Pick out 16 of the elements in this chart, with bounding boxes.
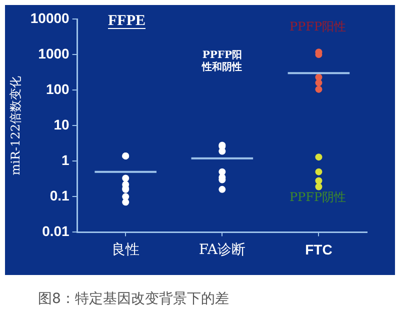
y-axis-title: miR-122倍数变化	[8, 76, 22, 176]
chart-title: FFPE	[108, 13, 146, 30]
x-tick-label: FA诊断	[198, 242, 246, 258]
annotation: PPFP阳性和阴性	[201, 50, 242, 74]
y-tick-label: 10000	[30, 10, 70, 26]
x-tick-label: 良性	[112, 242, 140, 258]
y-tick-label: 0.01	[42, 223, 70, 240]
y-tick-label: 1	[62, 152, 70, 168]
x-tick-label: FTC	[305, 241, 332, 258]
caption: 图8：特定基因改变背景下的差	[38, 290, 229, 308]
annotation: PPFP阳性	[289, 20, 346, 34]
y-tick-label: 10	[54, 116, 70, 132]
y-tick-label: 100	[46, 80, 70, 97]
y-tick-label: 1000	[38, 45, 70, 62]
y-tick-label: 0.1	[50, 188, 70, 204]
annotation: PPFP阴性	[289, 190, 346, 204]
